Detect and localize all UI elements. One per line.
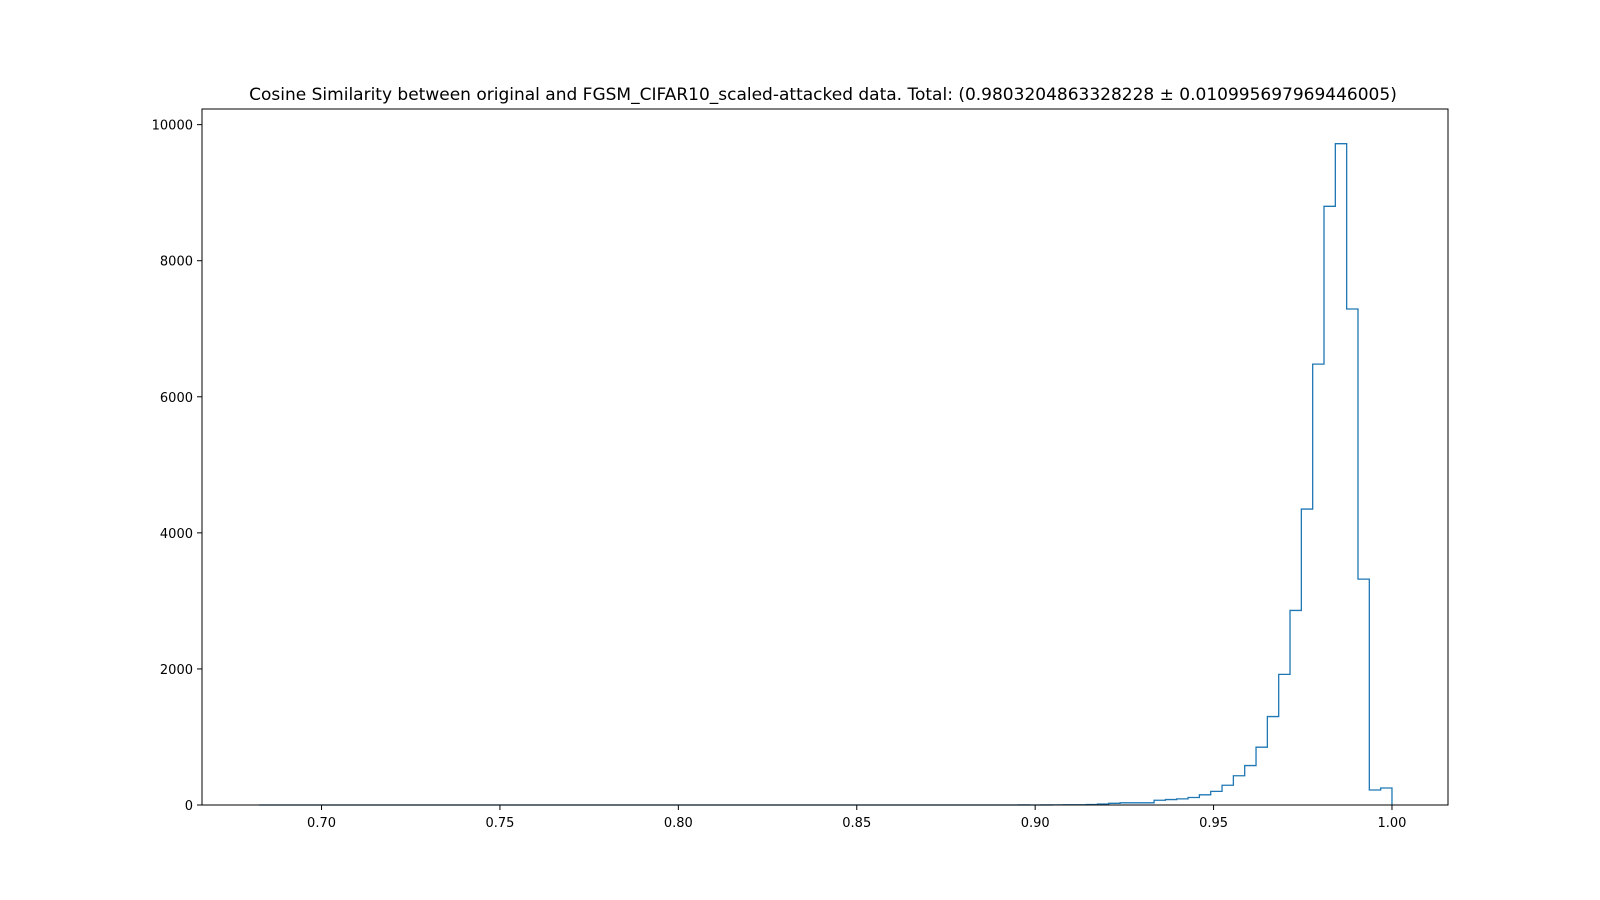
x-tick-label: 0.80: [664, 816, 693, 831]
x-tick-label: 0.75: [485, 816, 514, 831]
y-tick-label: 4000: [160, 527, 193, 542]
y-tick-label: 8000: [160, 255, 193, 270]
x-tick-label: 0.70: [307, 816, 336, 831]
y-tick-label: 10000: [152, 119, 193, 134]
histogram-step-line: [259, 143, 1393, 806]
chart-title: Cosine Similarity between original and F…: [249, 85, 1397, 105]
plot-frame: [201, 108, 1449, 806]
y-axis-ticks: 0 2000 4000 6000 8000 10000: [152, 119, 202, 814]
x-tick-label: 0.90: [1021, 816, 1050, 831]
x-tick-label: 1.00: [1378, 816, 1407, 831]
y-tick-label: 2000: [160, 663, 193, 678]
y-tick-label: 6000: [160, 391, 193, 406]
x-axis-ticks: 0.70 0.75 0.80 0.85 0.90 0.95 1.00: [307, 805, 1406, 831]
x-tick-label: 0.85: [842, 816, 871, 831]
y-tick-label: 0: [185, 799, 193, 814]
x-tick-label: 0.95: [1199, 816, 1228, 831]
